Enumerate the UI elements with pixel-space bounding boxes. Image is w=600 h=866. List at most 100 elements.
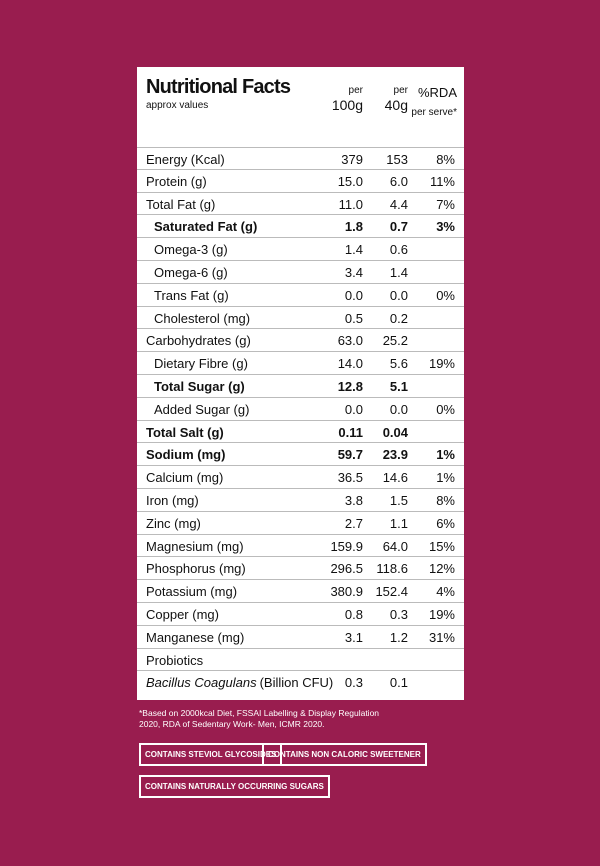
row-label: Sodium (mg) — [146, 447, 226, 463]
row-label: Potassium (mg) — [146, 584, 238, 600]
column-header-top: per — [348, 85, 363, 96]
value-40g: 5.6 — [389, 356, 408, 372]
table-row: Protein (g) 15.0 6.0 11% — [137, 170, 464, 193]
subtitle: approx values — [146, 100, 209, 111]
value-rda: 1% — [436, 447, 455, 463]
value-rda: 31% — [428, 629, 455, 645]
value-rda: 0% — [436, 401, 455, 417]
table-row: Iron (mg) 3.8 1.5 8% — [137, 489, 464, 512]
row-label: Total Sugar (g) — [154, 378, 245, 394]
value-100g: 15.0 — [337, 173, 363, 189]
value-40g: 118.6 — [376, 561, 408, 577]
value-100g: 59.7 — [337, 447, 363, 463]
row-label: Cholesterol (mg) — [154, 310, 251, 326]
row-label: Manganese (mg) — [146, 629, 245, 645]
value-40g: 1.4 — [389, 264, 408, 280]
value-100g: 0.0 — [344, 401, 363, 417]
table: Energy (Kcal) 379 153 8% Protein (g) 15.0 6.0 1… — [137, 147, 464, 694]
badge: CONTAINS NATURALLY OCCURRING SUGARS — [139, 775, 330, 798]
value-40g: 5.1 — [389, 378, 408, 394]
row-label: Trans Fat (g) — [154, 287, 229, 303]
table-row: Phosphorus (mg) 296.5 118.6 12% — [137, 557, 464, 581]
value-100g: 0.3 — [344, 675, 363, 691]
value-100g: 1.8 — [344, 219, 363, 235]
value-100g: 2.7 — [344, 515, 363, 531]
row-label: Magnesium (mg) — [146, 538, 244, 554]
row-label-suffix: (Billion CFU) — [259, 675, 334, 691]
row-label: Energy (Kcal) — [146, 152, 225, 167]
value-100g: 14.0 — [337, 356, 363, 372]
value-rda: 8% — [436, 152, 455, 167]
value-rda: 3% — [436, 219, 455, 235]
value-rda: 12% — [428, 561, 455, 577]
column-header-top: %RDA — [417, 85, 457, 100]
value-100g: 159.9 — [330, 538, 363, 554]
column-header-bottom: per serve* — [411, 107, 457, 118]
value-rda: 6% — [436, 515, 455, 531]
row-label: Phosphorus (mg) — [146, 561, 246, 577]
value-40g: 0.6 — [389, 242, 408, 258]
row-label: Omega-3 (g) — [154, 242, 228, 258]
row-label: Dietary Fibre (g) — [154, 356, 248, 372]
table-row: Added Sugar (g) 0.0 0.0 0% — [137, 398, 464, 421]
value-100g: 379 — [341, 152, 363, 167]
value-40g: 6.0 — [389, 173, 408, 189]
row-label: Protein (g) — [146, 173, 207, 189]
table-row: Potassium (mg) 380.9 152.4 4% — [137, 580, 464, 603]
table-row: Copper (mg) 0.8 0.3 19% — [137, 603, 464, 626]
row-label: Total Salt (g) — [146, 424, 224, 440]
table-row: Dietary Fibre (g) 14.0 5.6 19% — [137, 352, 464, 375]
row-label: Calcium (mg) — [146, 470, 224, 486]
column-header: %RDA per serve* — [411, 85, 457, 119]
value-40g: 4.4 — [389, 196, 408, 212]
table-row: Omega-6 (g) 3.4 1.4 — [137, 261, 464, 284]
table-row: Sodium (mg) 59.7 23.9 1% — [137, 443, 464, 467]
table-row: Calcium (mg) 36.5 14.6 1% — [137, 466, 464, 489]
table-row: Total Salt (g) 0.11 0.04 — [137, 421, 464, 444]
value-rda: 11% — [429, 173, 455, 189]
value-40g: 1.1 — [389, 515, 408, 531]
value-rda: 8% — [436, 492, 455, 508]
value-40g: 0.2 — [389, 310, 408, 326]
badge: CONTAINS STEVIOL GLYCOSIDES — [139, 743, 283, 766]
table-row: Saturated Fat (g) 1.8 0.7 3% — [137, 215, 464, 239]
row-label: Bacillus Coagulans (Billion CFU) — [146, 675, 333, 690]
value-40g: 0.0 — [389, 401, 408, 417]
value-40g: 0.1 — [389, 675, 408, 691]
value-100g: 12.8 — [337, 378, 363, 394]
row-label: Omega-6 (g) — [154, 264, 228, 280]
nutrition-panel: Nutritional Facts approx values per 100g … — [137, 67, 464, 700]
row-label: Saturated Fat (g) — [154, 219, 258, 235]
value-100g: 296.5 — [330, 561, 363, 577]
column-header-bottom: 100g — [331, 97, 363, 113]
title: Nutritional Facts — [146, 76, 291, 98]
value-100g: 0.5 — [344, 310, 363, 326]
row-label: Copper (mg) — [146, 606, 219, 622]
value-100g: 3.1 — [344, 629, 363, 645]
row-label: Probiotics — [146, 652, 204, 668]
value-100g: 3.4 — [344, 264, 363, 280]
footnote: *Based on 2000kcal Diet, FSSAI Labelling… — [139, 708, 380, 729]
value-100g: 0.0 — [344, 287, 363, 303]
value-40g: 0.3 — [389, 606, 408, 622]
row-label: Total Fat (g) — [146, 196, 216, 212]
value-100g: 0.11 — [338, 424, 363, 440]
value-40g: 23.9 — [382, 447, 408, 463]
row-label: Added Sugar (g) — [154, 401, 250, 417]
value-100g: 380.9 — [330, 584, 363, 600]
value-40g: 0.04 — [382, 424, 408, 440]
value-40g: 1.5 — [389, 492, 408, 508]
value-100g: 11.0 — [338, 196, 363, 212]
value-100g: 63.0 — [337, 333, 363, 349]
table-row: Energy (Kcal) 379 153 8% — [137, 147, 464, 170]
table-row: Cholesterol (mg) 0.5 0.2 — [137, 307, 464, 330]
table-row: Probiotics — [137, 649, 464, 672]
table-row: Trans Fat (g) 0.0 0.0 0% — [137, 284, 464, 307]
column-header-top: per — [393, 85, 408, 96]
value-rda: 19% — [428, 606, 455, 622]
row-label: Zinc (mg) — [146, 515, 201, 531]
table-row: Carbohydrates (g) 63.0 25.2 — [137, 329, 464, 353]
column-header: per 100g — [332, 85, 363, 113]
value-rda: 7% — [436, 196, 455, 212]
value-100g: 0.8 — [344, 606, 363, 622]
